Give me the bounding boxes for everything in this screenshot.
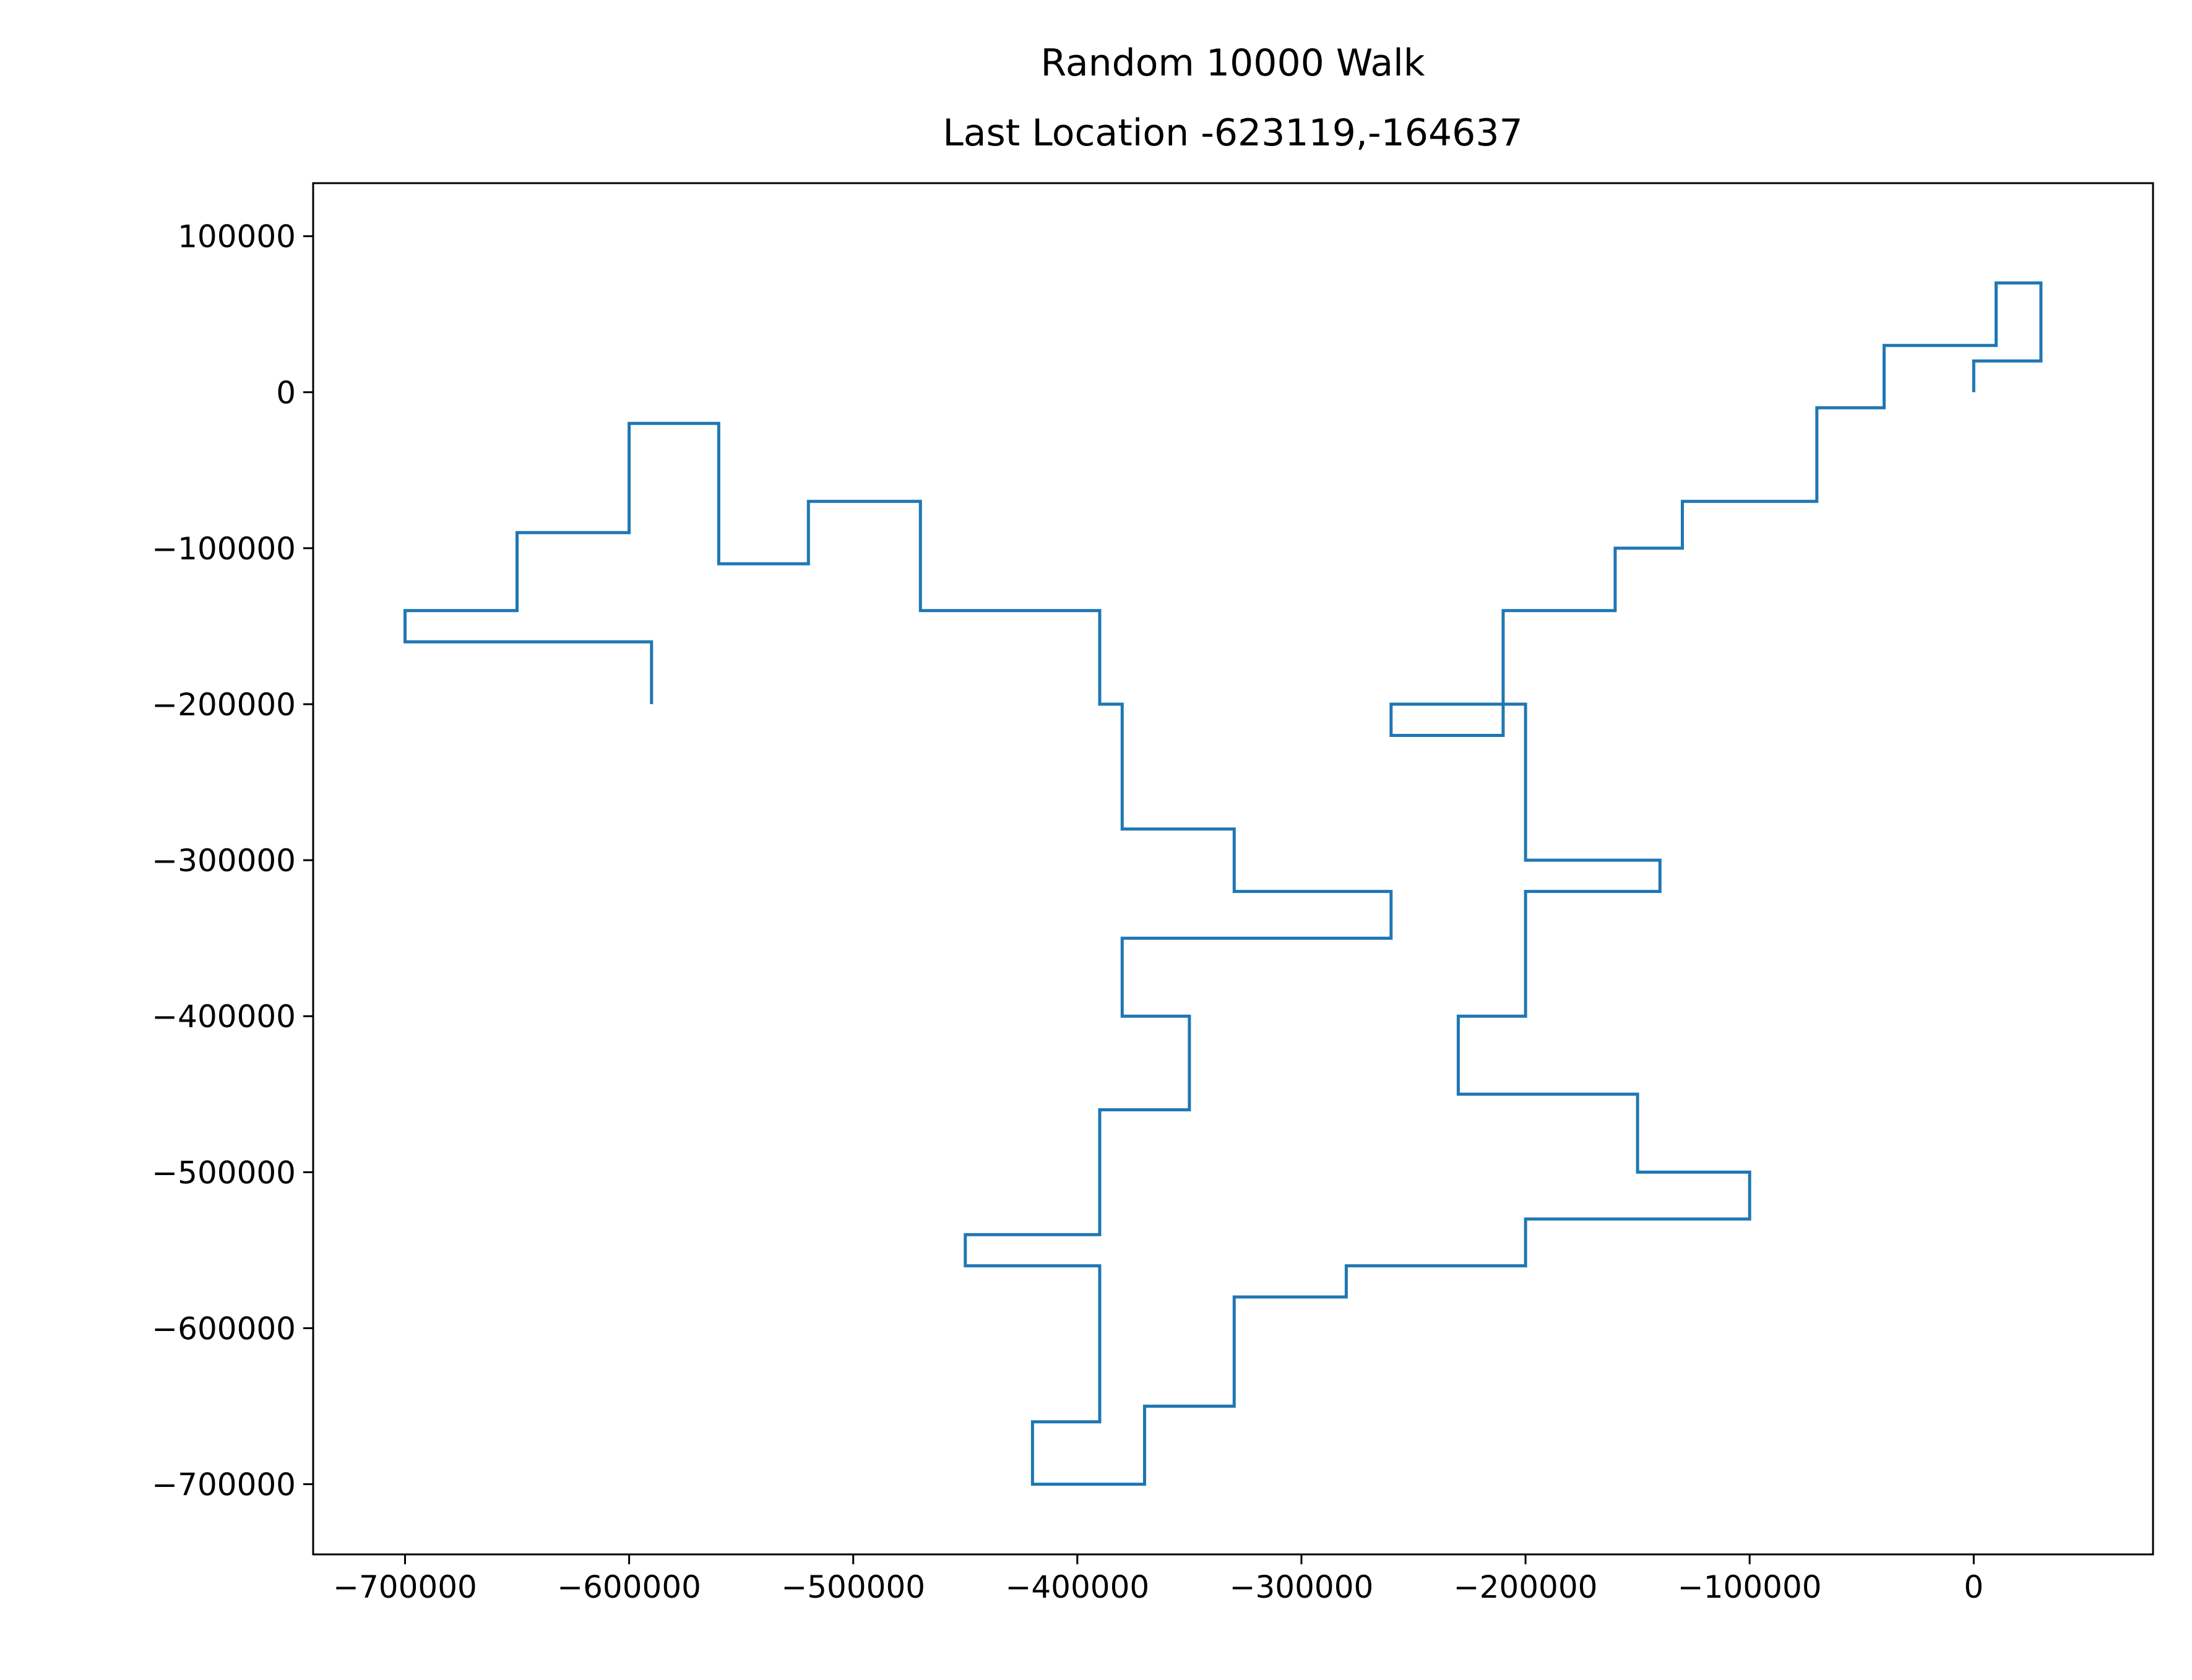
x-tick-label: 0 [1964,1569,1983,1605]
x-tick-label: −100000 [1678,1569,1822,1605]
x-tick-label: −300000 [1230,1569,1374,1605]
walk-line [403,281,2043,1486]
chart-title: Random 10000 Walk [1040,41,1425,85]
y-tick-label: −400000 [152,999,296,1035]
y-tick-label: −200000 [152,687,296,723]
x-tick-label: −500000 [781,1569,925,1605]
x-tick-label: −400000 [1005,1569,1149,1605]
y-tick-label: 0 [276,375,296,411]
plot-frame [312,182,2154,1556]
x-tick-label: −200000 [1454,1569,1598,1605]
y-tick-label: −700000 [152,1467,296,1503]
y-tick-label: −600000 [152,1311,296,1346]
x-tick-label: −700000 [333,1569,477,1605]
y-tick-label: 100000 [178,219,296,255]
y-tick-label: −500000 [152,1155,296,1191]
x-tick-label: −600000 [557,1569,701,1605]
y-tick-label: −100000 [152,531,296,567]
chart-subtitle: Last Location -623119,-164637 [943,111,1522,155]
y-tick-label: −300000 [152,843,296,879]
